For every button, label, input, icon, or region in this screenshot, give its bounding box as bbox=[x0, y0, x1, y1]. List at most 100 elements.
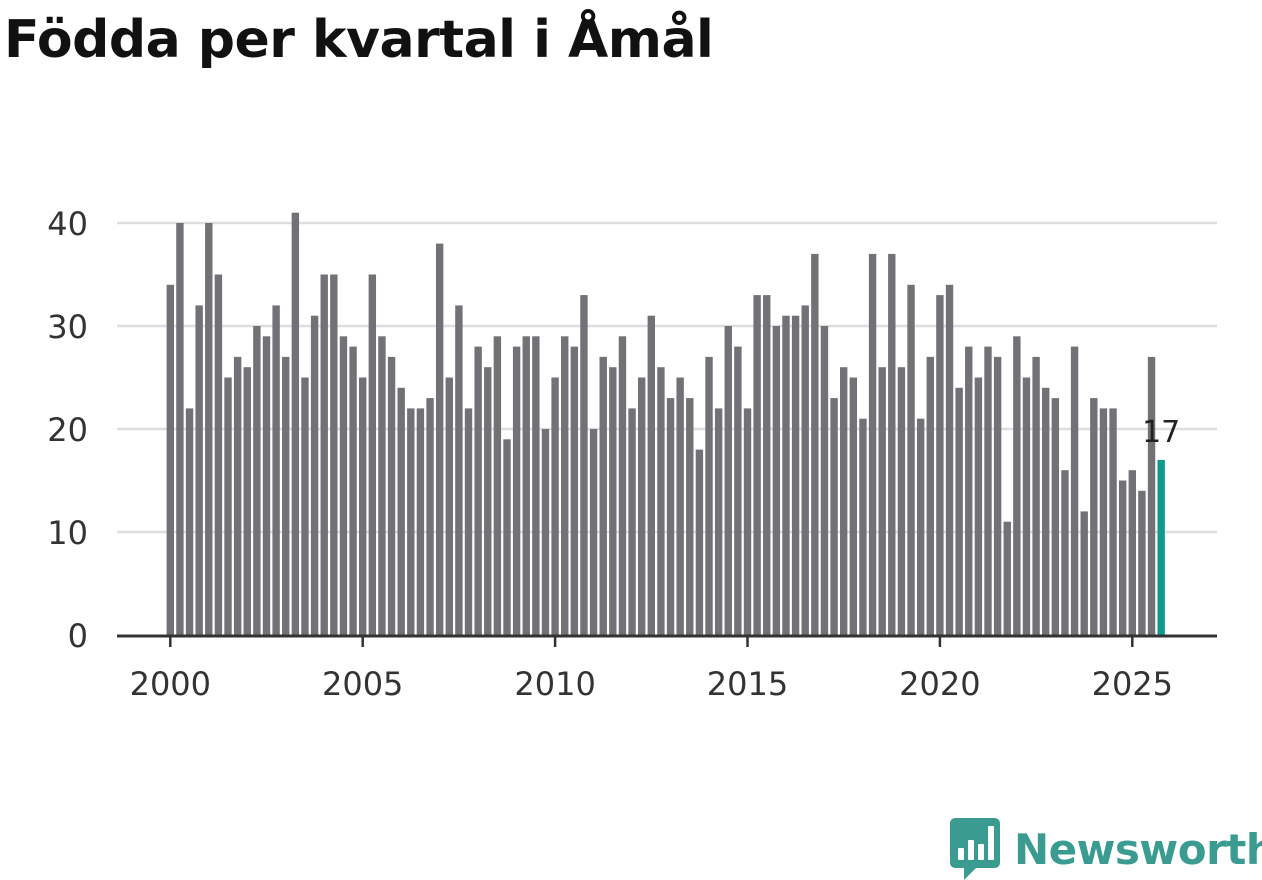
bar-2013-q1 bbox=[666, 398, 675, 635]
bar-2021-q2 bbox=[984, 346, 992, 635]
bar-2002-q1 bbox=[243, 367, 251, 635]
bar-2003-q1 bbox=[282, 356, 290, 635]
y-tick-label-30: 30 bbox=[47, 308, 88, 346]
bar-2006-q1 bbox=[397, 387, 405, 635]
bar-2013-q3 bbox=[686, 398, 694, 635]
x-tick-label-2025: 2025 bbox=[1092, 665, 1173, 703]
bar-2011-q1 bbox=[589, 429, 598, 635]
bar-2016-q2 bbox=[791, 315, 800, 635]
bar-2025-q3 bbox=[1147, 356, 1156, 635]
bar-2021-q3 bbox=[993, 356, 1002, 635]
bar-2018-q1 bbox=[859, 418, 867, 635]
chart-title: Födda per kvartal i Åmål bbox=[4, 10, 714, 70]
bar-2002-q3 bbox=[262, 336, 271, 635]
bar-2012-q2 bbox=[637, 377, 646, 635]
bar-2004-q3 bbox=[339, 336, 348, 635]
bar-2017-q1 bbox=[820, 326, 829, 635]
bar-2016-q3 bbox=[801, 305, 809, 635]
bar-2006-q3 bbox=[416, 408, 425, 635]
bar-2024-q1 bbox=[1090, 398, 1098, 635]
bar-2008-q1 bbox=[474, 346, 482, 635]
bar-2000-q3 bbox=[185, 408, 194, 635]
bar-2020-q2 bbox=[945, 284, 954, 635]
newsworthy-logo: Newsworthy bbox=[950, 818, 1262, 880]
bar-2015-q3 bbox=[763, 295, 771, 635]
bar-2005-q2 bbox=[368, 274, 377, 635]
bar-2002-q2 bbox=[253, 326, 261, 635]
x-tick-label-2010: 2010 bbox=[514, 665, 595, 703]
bar-2005-q4 bbox=[387, 356, 396, 635]
bar-2023-q3 bbox=[1070, 346, 1079, 635]
bar-2008-q3 bbox=[493, 336, 502, 635]
bar-2022-q3 bbox=[1032, 356, 1040, 635]
y-tick-label-0: 0 bbox=[68, 617, 88, 655]
bar-2017-q2 bbox=[830, 398, 838, 635]
bar-2019-q1 bbox=[897, 367, 906, 635]
bar-2024-q2 bbox=[1099, 408, 1108, 635]
bar-2009-q3 bbox=[532, 336, 540, 635]
bar-2020-q3 bbox=[955, 387, 963, 635]
bar-2003-q3 bbox=[301, 377, 309, 635]
bar-2001-q1 bbox=[205, 223, 213, 635]
bar-2022-q2 bbox=[1022, 377, 1031, 635]
bar-2019-q2 bbox=[907, 284, 915, 635]
bar-2019-q4 bbox=[926, 356, 934, 635]
bar-2020-q4 bbox=[965, 346, 973, 635]
bar-2004-q2 bbox=[330, 274, 338, 635]
bar-2001-q2 bbox=[214, 274, 223, 635]
bar-2006-q4 bbox=[426, 398, 434, 635]
bar-2014-q3 bbox=[724, 326, 732, 635]
bar-2010-q2 bbox=[561, 336, 569, 635]
bar-2018-q3 bbox=[878, 367, 886, 635]
bar-2014-q4 bbox=[734, 346, 742, 635]
bar-2014-q2 bbox=[714, 408, 723, 635]
bar-2013-q2 bbox=[676, 377, 684, 635]
x-tick-label-2015: 2015 bbox=[707, 665, 788, 703]
bar-2003-q4 bbox=[310, 315, 319, 635]
bar-2015-q1 bbox=[743, 408, 752, 635]
x-axis: 2000 2005 2010 2015 2020 2025 bbox=[117, 634, 1217, 703]
bar-2012-q3 bbox=[647, 315, 655, 635]
bar-2002-q4 bbox=[272, 305, 280, 635]
bar-2019-q3 bbox=[916, 418, 925, 635]
bar-2000-q4 bbox=[195, 305, 203, 635]
y-tick-label-10: 10 bbox=[47, 514, 88, 552]
bar-2012-q4 bbox=[657, 367, 665, 635]
bar-2015-q2 bbox=[753, 295, 761, 635]
bar-2007-q3 bbox=[455, 305, 463, 635]
bar-2004-q4 bbox=[349, 346, 357, 635]
bar-2011-q4 bbox=[618, 336, 627, 635]
bar-2025-q2 bbox=[1138, 490, 1146, 635]
bar-2010-q3 bbox=[570, 346, 579, 635]
annotations: 17 bbox=[1142, 415, 1180, 450]
y-axis-ticks: 0 10 20 30 40 bbox=[47, 205, 88, 655]
bar-2014-q1 bbox=[705, 356, 713, 635]
bar-2013-q4 bbox=[695, 449, 704, 635]
bar-2017-q3 bbox=[840, 367, 848, 635]
bar-2004-q1 bbox=[320, 274, 328, 635]
bar-2022-q1 bbox=[1013, 336, 1021, 635]
bar-2005-q1 bbox=[359, 377, 367, 635]
bar-2007-q2 bbox=[445, 377, 453, 635]
bar-2011-q2 bbox=[599, 356, 607, 635]
bar-2001-q4 bbox=[233, 356, 242, 635]
bar-2010-q1 bbox=[551, 377, 559, 635]
bar-2023-q4 bbox=[1080, 511, 1088, 635]
bar-2011-q3 bbox=[609, 367, 617, 635]
bar-2017-q4 bbox=[849, 377, 858, 635]
bar-2000-q2 bbox=[176, 223, 184, 635]
bar-2025-q4 bbox=[1157, 459, 1165, 635]
bar-2006-q2 bbox=[407, 408, 415, 635]
bar-2020-q1 bbox=[936, 295, 944, 635]
bar-2012-q1 bbox=[628, 408, 636, 635]
x-tick-label-2000: 2000 bbox=[130, 665, 211, 703]
bar-2023-q2 bbox=[1061, 470, 1069, 635]
brand-name: Newsworthy bbox=[1014, 824, 1262, 874]
bar-2015-q4 bbox=[772, 326, 781, 635]
bar-2018-q4 bbox=[888, 253, 896, 635]
bar-2007-q1 bbox=[435, 243, 444, 635]
bar-2003-q2 bbox=[291, 212, 300, 635]
bar-2009-q4 bbox=[541, 429, 550, 635]
bar-2023-q1 bbox=[1051, 398, 1060, 635]
